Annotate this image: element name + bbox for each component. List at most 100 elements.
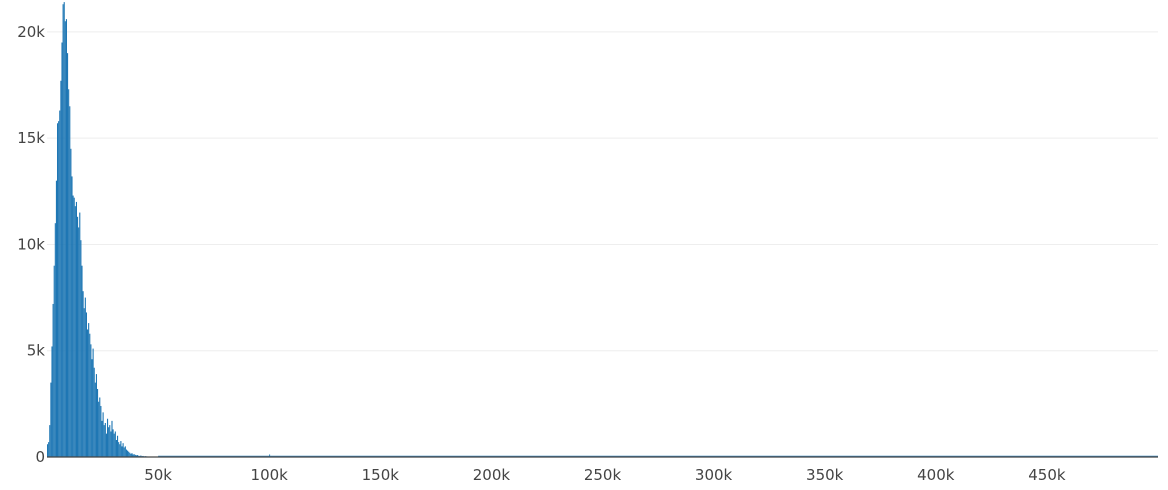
histogram-bar bbox=[112, 429, 114, 457]
histogram-bar bbox=[128, 451, 130, 457]
histogram-bar bbox=[84, 297, 86, 457]
histogram-bar bbox=[103, 425, 105, 457]
histogram-bar bbox=[52, 303, 54, 457]
histogram-bar bbox=[93, 367, 95, 457]
histogram-bar bbox=[120, 441, 122, 457]
histogram-bar bbox=[138, 455, 140, 457]
histogram-bar bbox=[132, 454, 134, 457]
histogram-bar bbox=[71, 176, 73, 457]
histogram-bar bbox=[81, 265, 83, 457]
histogram-bar bbox=[121, 446, 123, 457]
histogram-bar bbox=[91, 359, 93, 457]
histogram-bar bbox=[73, 197, 75, 457]
x-tick-label: 400k bbox=[917, 466, 955, 484]
histogram-bar bbox=[101, 420, 103, 457]
histogram-bar bbox=[96, 388, 99, 457]
histogram-bar bbox=[54, 223, 56, 457]
x-tick-label: 350k bbox=[806, 466, 844, 484]
x-tick-label: 150k bbox=[362, 466, 400, 484]
histogram-bar bbox=[111, 420, 113, 457]
histogram-bar bbox=[89, 333, 91, 457]
histogram-bar bbox=[51, 346, 53, 457]
histogram-bar bbox=[118, 442, 120, 457]
histogram-bar bbox=[106, 418, 109, 457]
histogram-bar bbox=[47, 444, 49, 457]
histogram-bar bbox=[108, 427, 110, 457]
histogram-bar bbox=[95, 374, 97, 457]
histogram-bar bbox=[74, 206, 76, 457]
histogram-bar bbox=[68, 89, 70, 458]
histogram-bar bbox=[49, 425, 51, 457]
y-tick-label: 0 bbox=[35, 448, 45, 466]
y-tick-label: 20k bbox=[17, 23, 45, 41]
histogram-bar bbox=[59, 110, 61, 457]
histogram-bar bbox=[76, 216, 79, 457]
y-tick-label: 10k bbox=[17, 235, 45, 253]
histogram-bar bbox=[88, 323, 90, 457]
histogram-bars bbox=[47, 2, 1159, 458]
x-tick-label: 200k bbox=[473, 466, 511, 484]
histogram-bar bbox=[62, 4, 64, 458]
histogram-bar bbox=[85, 312, 87, 457]
histogram-bar bbox=[110, 431, 112, 457]
histogram-bar bbox=[92, 348, 94, 457]
histogram-bar bbox=[125, 449, 127, 457]
histogram-bar bbox=[133, 454, 135, 457]
histogram-bar bbox=[53, 265, 55, 457]
y-tick-label: 15k bbox=[17, 129, 45, 147]
grid-lines bbox=[47, 31, 1158, 352]
histogram-bar bbox=[58, 121, 60, 457]
histogram-bar bbox=[83, 308, 85, 457]
histogram-bar bbox=[129, 452, 131, 457]
histogram-bar bbox=[115, 439, 117, 457]
histogram-bar bbox=[104, 422, 106, 457]
histogram-bar bbox=[72, 195, 74, 458]
histogram-bar bbox=[90, 344, 92, 457]
histogram-bar bbox=[64, 21, 66, 458]
histogram-tail-band bbox=[158, 455, 1159, 457]
histogram-bar bbox=[134, 454, 136, 457]
histogram-bar bbox=[105, 433, 107, 457]
histogram-bar bbox=[140, 455, 142, 457]
histogram-bar bbox=[130, 453, 132, 457]
histogram-bar bbox=[63, 2, 65, 458]
histogram-bar bbox=[61, 42, 63, 457]
histogram-bar bbox=[75, 201, 77, 457]
histogram-bar bbox=[119, 444, 121, 457]
histogram-bar bbox=[131, 453, 133, 457]
histogram-bar bbox=[56, 123, 59, 457]
histogram-bar bbox=[94, 382, 96, 457]
histogram-bar bbox=[116, 435, 119, 457]
x-tick-label: 250k bbox=[584, 466, 622, 484]
histogram-bar bbox=[122, 443, 124, 457]
axes: 0 5k 10k 15k 20k 50k 100k 150k 200k 250k 300k 350k 4… bbox=[17, 23, 1158, 484]
histogram-bar bbox=[123, 447, 125, 457]
histogram-bar bbox=[135, 455, 137, 457]
histogram-bar bbox=[86, 329, 89, 457]
histogram-bar bbox=[124, 446, 126, 457]
histogram-bar bbox=[60, 80, 62, 457]
histogram-bar bbox=[70, 148, 72, 457]
histogram-bar bbox=[78, 227, 80, 457]
histogram-bar bbox=[109, 425, 111, 457]
x-tick-label: 100k bbox=[251, 466, 289, 484]
histogram-bar bbox=[55, 180, 57, 457]
histogram-bar bbox=[114, 431, 116, 457]
histogram-bar bbox=[136, 455, 139, 457]
histogram-bar bbox=[79, 212, 81, 457]
histogram-bar bbox=[48, 442, 50, 457]
histogram-bar bbox=[65, 19, 67, 458]
x-tick-label: 450k bbox=[1028, 466, 1066, 484]
histogram-bar bbox=[80, 240, 82, 457]
histogram-bar bbox=[126, 450, 129, 457]
x-tick-label: 300k bbox=[695, 466, 733, 484]
histogram-bar bbox=[66, 53, 69, 458]
histogram-bar bbox=[102, 412, 104, 457]
y-tick-label: 5k bbox=[27, 342, 46, 360]
histogram-bar bbox=[50, 382, 52, 457]
histogram-bar bbox=[98, 401, 100, 457]
histogram-bar bbox=[99, 397, 101, 457]
histogram-bar bbox=[113, 433, 115, 457]
histogram-bar bbox=[82, 291, 84, 457]
